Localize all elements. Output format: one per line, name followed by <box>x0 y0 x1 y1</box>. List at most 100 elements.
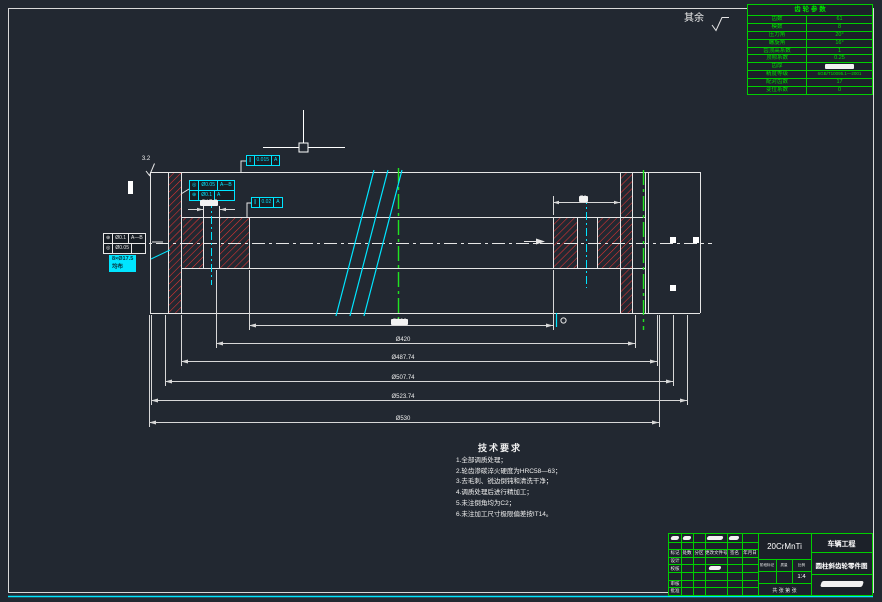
param-value: 16° <box>835 39 844 46</box>
dimension-texts: Ø420 Ø487.74 Ø507.74 Ø523.74 Ø530 3.2 <box>142 156 415 422</box>
part-outline <box>150 172 701 314</box>
param-label: 顶隙系数 <box>748 55 807 63</box>
crosshair-cursor <box>263 110 345 153</box>
rev-col-label: 分区 <box>694 550 704 555</box>
param-label: 变位系数 <box>748 87 807 94</box>
gdt-symbol: ◎ <box>192 182 197 188</box>
grid-line <box>742 534 743 595</box>
selection-grips[interactable] <box>128 181 699 291</box>
sign-row-label: 校核 <box>670 565 680 571</box>
tolerance-frame-parallelism-bore[interactable]: ∥ 0.02 A <box>251 197 283 208</box>
surface-roughness-value: 3.2 <box>142 156 151 162</box>
tech-req-line: 4.调质处理后进行精加工； <box>456 489 533 497</box>
divider <box>811 574 872 575</box>
table-row: 螺旋角 16° <box>748 39 872 48</box>
table-row: 变位系数 0 <box>748 87 872 94</box>
dim-text-selected[interactable]: Ø300 <box>391 319 408 325</box>
grid-line <box>681 534 682 595</box>
gdt-symbol: ⊕ <box>192 192 197 198</box>
gdt-value: Ø0.05 <box>112 244 131 253</box>
dim-text-selected[interactable]: Ø17.5 <box>200 200 219 206</box>
dim-text: Ø507.74 <box>391 375 415 381</box>
hole-callout-line2: 均布 <box>112 263 124 270</box>
tolerance-frame-left[interactable]: ⊕ Ø0.1 A—B ◎ Ø0.05 <box>103 233 146 254</box>
divider <box>758 583 811 584</box>
weight-header: 质量 <box>780 562 788 567</box>
divider <box>811 534 812 595</box>
rev-col-label: 签名 <box>730 550 739 555</box>
divider <box>758 534 759 595</box>
sign-row-label: 审核 <box>670 580 680 586</box>
gdt-row: ◎ Ø0.05 A—B <box>189 180 235 191</box>
param-value: 8 <box>837 23 842 30</box>
dim-text: Ø530 <box>396 416 411 422</box>
gdt-row: ⊕ Ø0.1 A—B <box>103 233 146 244</box>
datum-arrow <box>536 238 545 245</box>
dim-text-selected[interactable]: 70 <box>579 196 588 202</box>
section-hatch <box>168 172 632 313</box>
gdt-datum: A—B <box>217 181 234 190</box>
gdt-datum: A—B <box>128 234 145 243</box>
bolt-hole-callout-selected[interactable]: 8×Ø17.5 均布 <box>109 255 137 272</box>
selected-dim-tick[interactable] <box>555 313 567 327</box>
scale-value: 1:4 <box>797 574 806 580</box>
tech-req-title: 技术要求 <box>478 443 523 453</box>
param-value: 61 <box>836 16 843 22</box>
rest-note-label: 其余 <box>684 13 704 24</box>
param-value: 6GB/T10095.1—2001 <box>817 71 862 77</box>
scale-header: 比例 <box>798 562 805 567</box>
tolerance-frame-runout[interactable]: ◎ Ø0.05 A—B ⊕ Ø0.1 A <box>189 180 235 201</box>
signature-blob <box>706 536 724 540</box>
gdt-datum: A <box>273 198 281 207</box>
table-row: 齿数 61 <box>748 16 872 24</box>
rev-col-label: 标记 <box>670 550 680 555</box>
grid-line <box>669 572 758 573</box>
sign-row-label: 批准 <box>670 588 680 593</box>
divider <box>792 559 793 583</box>
dim-text: Ø487.74 <box>391 355 415 361</box>
divider <box>758 559 811 560</box>
gdt-value: Ø0.1 <box>112 234 128 243</box>
grid-line <box>669 564 758 566</box>
grid-line <box>669 556 758 558</box>
tech-req-line: 5.未注倒角均为C2； <box>456 499 516 507</box>
table-row: 顶隙系数 0.25 <box>748 55 872 64</box>
grid-line <box>669 587 758 589</box>
param-value-selected[interactable] <box>825 64 854 70</box>
param-value: 0.25 <box>834 55 845 62</box>
param-value: 20° <box>835 31 844 38</box>
tech-req-line: 2.轮齿渗碳淬火硬度为HRC58—63； <box>456 467 562 475</box>
center-lines <box>108 196 712 288</box>
department-label: 车辆工程 <box>827 541 856 548</box>
param-label: 齿顶高系数 <box>748 47 807 55</box>
stage-mark-header: 阶段标记 <box>760 562 774 567</box>
rev-col-label: 更改文件号 <box>705 550 727 555</box>
divider <box>758 571 811 572</box>
tolerance-frame-parallelism-top[interactable]: ∥ 0.015 A <box>246 155 281 166</box>
pitch-reference-lines[interactable] <box>397 168 645 330</box>
table-row: 配对齿数 17 <box>748 79 872 88</box>
hole-callout-line1: 8×Ø17.5 <box>112 256 134 262</box>
hole-leader <box>150 249 171 260</box>
drawing-title: 圆柱斜齿轮零件图 <box>815 563 868 570</box>
gdt-symbol: ∥ <box>249 157 252 163</box>
gdt-value: Ø0.05 <box>198 181 217 190</box>
sign-row-label: 设计 <box>670 558 680 563</box>
param-label: 螺旋角 <box>748 39 807 47</box>
table-row: 精度等级 6GB/T10095.1—2001 <box>748 71 872 80</box>
signature-blob <box>728 536 740 540</box>
grid-line <box>669 549 758 551</box>
helix-tooth-lines[interactable] <box>335 169 403 317</box>
table-row: 压力角 20° <box>748 31 872 40</box>
table-row: 齿顶高系数 1 <box>748 47 872 56</box>
sheet-border <box>8 8 874 598</box>
divider <box>776 559 777 583</box>
gdt-value: 0.02 <box>258 198 274 207</box>
signature-blob <box>708 566 722 570</box>
sheet-count: 共 张 第 张 <box>772 587 797 594</box>
grid-line <box>669 541 758 543</box>
gdt-symbol: ◎ <box>106 245 111 251</box>
grid-line <box>705 534 706 595</box>
